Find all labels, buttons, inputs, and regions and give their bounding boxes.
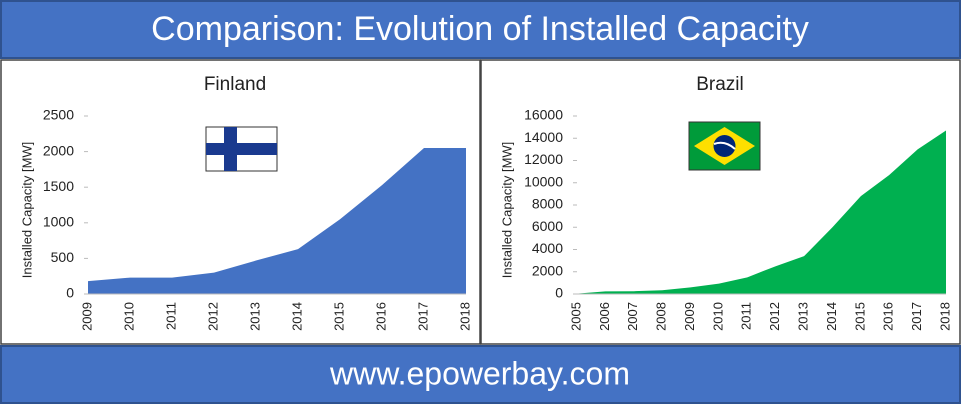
x-tick-label: 2014 (289, 302, 304, 331)
y-tick-label: 1500 (43, 178, 74, 194)
x-tick-label: 2011 (163, 302, 178, 330)
panel (480, 59, 961, 345)
x-tick-label: 2018 (457, 302, 472, 331)
footer-text: www.epowerbay.com (329, 355, 630, 391)
x-tick-label: 2018 (937, 302, 952, 331)
x-tick-label: 2013 (796, 302, 811, 331)
panel (0, 59, 481, 345)
x-tick-label: 2012 (767, 302, 782, 331)
chart-title: Finland (204, 74, 266, 95)
y-axis-label: Installed Capacity [MW] (499, 142, 514, 279)
x-tick-label: 2012 (205, 302, 220, 331)
x-tick-label: 2014 (824, 302, 839, 331)
footer-banner (0, 345, 961, 404)
finland-flag (205, 126, 278, 172)
x-tick-label: 2013 (247, 302, 262, 331)
y-tick-label: 0 (555, 285, 563, 301)
y-tick-label: 0 (66, 285, 74, 301)
x-tick-label: 2015 (331, 302, 346, 331)
y-tick-label: 10000 (524, 173, 563, 189)
y-tick-label: 2500 (43, 107, 74, 123)
area (577, 130, 946, 294)
y-tick-label: 6000 (532, 218, 563, 234)
x-tick-label: 2006 (597, 302, 612, 331)
y-tick-label: 500 (51, 249, 75, 265)
y-tick-label: 16000 (524, 107, 563, 123)
x-tick-label: 2017 (909, 302, 924, 331)
y-tick-label: 1000 (43, 214, 74, 230)
chart-title: Brazil (696, 74, 744, 95)
x-tick-label: 2010 (121, 302, 136, 331)
x-tick-label: 2007 (625, 302, 640, 331)
header-banner (0, 0, 961, 59)
y-tick-label: 2000 (532, 262, 563, 278)
page-title: Comparison: Evolution of Installed Capac… (151, 10, 809, 48)
x-tick-label: 2016 (881, 302, 896, 331)
y-tick-label: 8000 (532, 196, 563, 212)
x-tick-label: 2015 (852, 302, 867, 331)
area (88, 148, 466, 294)
x-tick-label: 2008 (654, 302, 669, 331)
brazil-flag (688, 121, 761, 171)
x-tick-label: 2016 (373, 302, 388, 331)
x-tick-label: 2009 (682, 302, 697, 331)
x-tick-label: 2010 (710, 302, 725, 331)
y-axis-label: Installed Capacity [MW] (19, 142, 34, 279)
x-tick-label: 2005 (568, 302, 583, 331)
x-tick-label: 2011 (739, 302, 754, 330)
y-tick-label: 14000 (524, 129, 563, 145)
y-tick-label: 2000 (43, 142, 74, 158)
x-tick-label: 2009 (79, 302, 94, 331)
x-tick-label: 2017 (415, 302, 430, 331)
y-tick-label: 12000 (524, 151, 563, 167)
y-tick-label: 4000 (532, 240, 563, 256)
